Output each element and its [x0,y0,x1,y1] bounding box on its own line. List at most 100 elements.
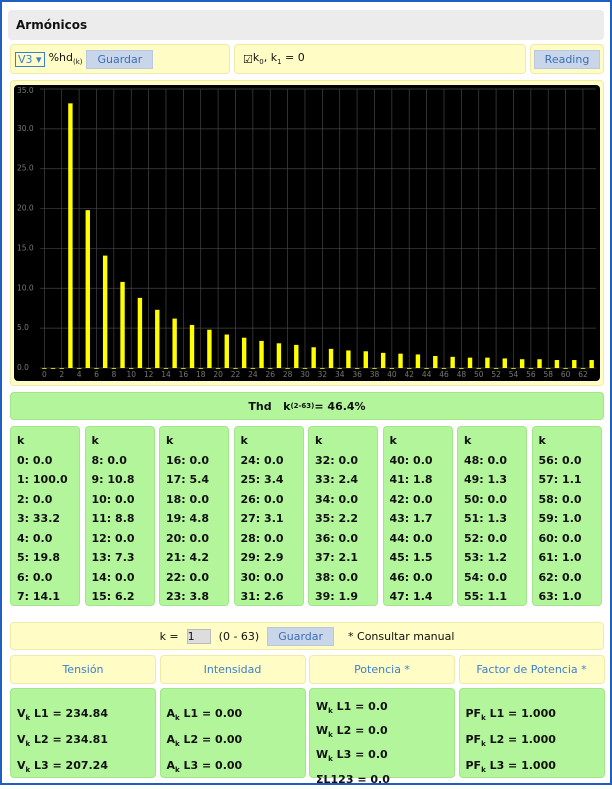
bar [224,334,229,368]
x-tick-label: 38 [370,370,380,379]
line-sub: k [175,714,180,723]
table-cell: 58: 0.0 [538,492,582,506]
x-tick-label: 50 [474,370,484,379]
table-column: k 8: 0.0 9: 10.8 10: 0.0 11: 8.8 12: 0.0 13: 7… [84,426,155,606]
bar [294,344,299,368]
table-cell: 43: 1.7 [389,512,433,525]
bar [163,368,169,369]
save-button[interactable]: Guardar [86,49,154,69]
bar [380,352,386,368]
table-cell: 12: 0.0 [91,531,135,545]
line-main: PF [465,733,482,747]
table-cell: 28: 0.0 [240,531,284,545]
bar [85,210,90,368]
bar [50,368,56,369]
x-tick-label: 2 [59,370,64,379]
column-header: k [91,434,99,447]
y-tick-label: 35.0 [17,86,34,95]
x-tick-label: 0 [42,370,47,379]
panel-body: PFk L1 = 1.000 PFk L2 = 1.000 PFk L3 = 1.0… [458,688,605,778]
table-cell: 1: 100.0 [17,473,68,486]
checkbox[interactable]: ☑ [243,52,253,66]
bar [198,368,203,369]
channel-select[interactable]: V3 ▾ [15,51,45,67]
k-label: k = [159,629,179,643]
line-sub: k [328,755,333,764]
bar [389,368,395,369]
line-main: A [166,707,176,720]
table-cell: 18: 0.0 [166,492,210,506]
bar [354,368,360,369]
k-note: * Consultar manual [348,629,455,643]
line-rest: L2 = 0.00 [179,733,243,747]
toolbar-mid: ☑ k0, k1 = 0 [234,44,526,74]
table-cell: 17: 5.4 [166,473,210,486]
x-tick-label: 56 [526,370,536,379]
measure: %hd(k) [49,51,83,66]
bar [328,348,334,368]
panel-header: Intensidad [159,655,306,684]
column-header: k [17,434,25,447]
line-sub: k [25,714,31,723]
table-cell: 39: 1.9 [315,590,359,603]
y-tick-label: 10.0 [17,283,34,292]
table-cell: 9: 10.8 [91,473,135,486]
title-bar: Armónicos [8,10,604,40]
panel-header: Factor de Potencia * [458,655,605,684]
t: 1 [277,58,282,67]
table-column: k 0: 0.0 1: 100.0 2: 0.0 3: 33.2 4: 0.0 5: 19.… [10,426,80,606]
bar [537,359,542,368]
table-cell: 36: 0.0 [315,531,359,545]
panel-header-text: Intensidad [203,663,262,676]
bar [511,368,516,369]
x-tick-label: 54 [509,370,519,379]
bar [129,368,134,369]
bar [94,368,99,369]
table-cell: 53: 1.2 [464,551,508,564]
bar [181,368,186,369]
k-input[interactable]: 1 [186,628,211,644]
table-column: k 48: 0.0 49: 1.3 50: 0.0 51: 1.3 52: 0.0 53: … [457,426,527,606]
bar [276,343,282,368]
y-tick-label: 5.0 [17,323,29,332]
table-column: k 32: 0.0 33: 2.4 34: 0.0 35: 2.2 36: 0.0 37: … [308,426,378,606]
line-main: V [17,759,26,773]
line-main: W [316,700,329,713]
thd-value: = 46.4% [314,399,366,413]
line-sub: k [481,740,486,749]
bar [285,368,290,369]
line-sub: k [328,731,333,740]
panel-line: Vk L2 = 234.81 [17,729,149,755]
bar [398,353,403,368]
x-tick-label: 58 [543,370,553,379]
reading-button[interactable]: Reading [533,49,601,69]
y-tick-label: 0.0 [17,363,29,372]
bar [155,309,160,368]
table-cell: 60: 0.0 [538,531,582,545]
column-header: k [240,434,248,447]
bar [346,350,351,368]
table-cell: 10: 0.0 [91,492,135,506]
table-cell: 2: 0.0 [17,492,53,506]
table-cell: 42: 0.0 [389,492,433,506]
k-save-button[interactable]: Guardar [267,626,335,646]
table-cell: 52: 0.0 [464,531,508,545]
bar [433,356,438,368]
panel-header-text: Potencia * [354,663,410,676]
bar [528,368,534,369]
x-tick-label: 24 [248,370,258,379]
line-rest: L3 = 0.0 [332,748,388,762]
table-cell: 24: 0.0 [240,453,284,467]
bar [459,368,464,369]
table-cell: 7: 14.1 [17,590,61,603]
bar [554,360,560,368]
line-sub: k [25,740,31,749]
bar [311,347,316,368]
bar [146,368,151,369]
line-sub: k [481,714,486,723]
bar [572,360,577,368]
table-column: k 24: 0.0 25: 3.4 26: 0.0 27: 3.1 28: 0.0 29: … [233,426,304,606]
bar [302,368,308,369]
column-header: k [315,434,323,447]
t: , k [263,51,278,65]
